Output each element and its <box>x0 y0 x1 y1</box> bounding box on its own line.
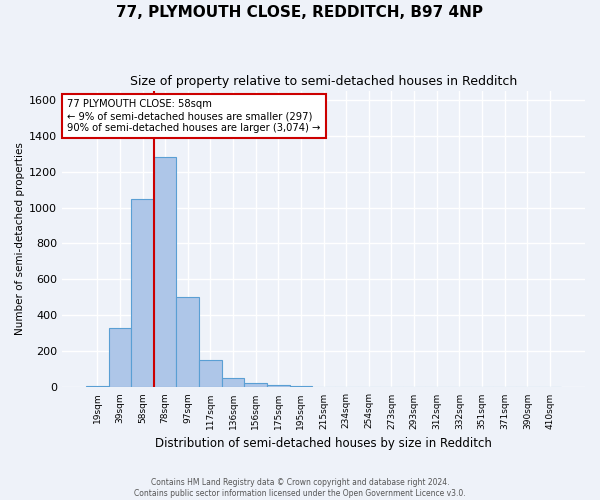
Bar <box>199 360 222 388</box>
Text: 77 PLYMOUTH CLOSE: 58sqm
← 9% of semi-detached houses are smaller (297)
90% of s: 77 PLYMOUTH CLOSE: 58sqm ← 9% of semi-de… <box>67 100 321 132</box>
Bar <box>290 386 312 388</box>
Bar <box>222 378 244 388</box>
Y-axis label: Number of semi-detached properties: Number of semi-detached properties <box>15 142 25 336</box>
Title: Size of property relative to semi-detached houses in Redditch: Size of property relative to semi-detach… <box>130 75 517 88</box>
Bar <box>131 198 154 388</box>
Bar <box>86 386 109 388</box>
Bar <box>109 328 131 388</box>
Bar <box>154 157 176 388</box>
Bar <box>267 384 290 388</box>
Text: 77, PLYMOUTH CLOSE, REDDITCH, B97 4NP: 77, PLYMOUTH CLOSE, REDDITCH, B97 4NP <box>116 5 484 20</box>
Bar <box>176 298 199 388</box>
Bar <box>244 383 267 388</box>
Text: Contains HM Land Registry data © Crown copyright and database right 2024.
Contai: Contains HM Land Registry data © Crown c… <box>134 478 466 498</box>
X-axis label: Distribution of semi-detached houses by size in Redditch: Distribution of semi-detached houses by … <box>155 437 492 450</box>
